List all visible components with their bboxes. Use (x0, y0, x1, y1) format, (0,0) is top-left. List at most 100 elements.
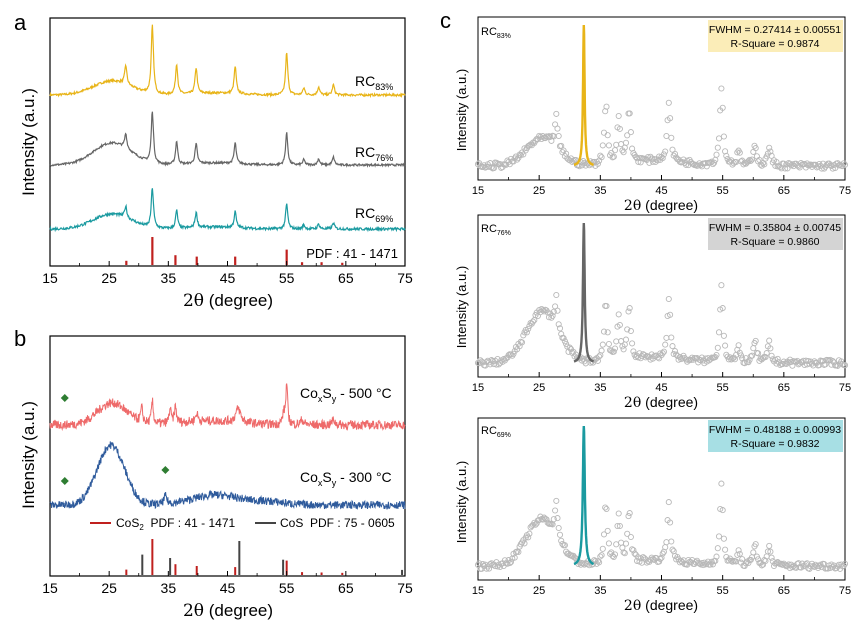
b-xtick-label: 35 (161, 580, 177, 596)
c2-raw-point (555, 321, 562, 328)
c3-raw-point (504, 560, 511, 567)
c1-raw-point (611, 147, 619, 154)
c2-raw-point (600, 328, 608, 335)
c1-raw-point (752, 145, 759, 152)
c3-raw-point (594, 558, 601, 565)
c2-raw-point (596, 353, 603, 360)
c1-raw-point (715, 135, 723, 142)
c3-xtick-label: 65 (778, 585, 790, 597)
c3-raw-point (631, 550, 638, 557)
c1-raw-point (714, 144, 721, 151)
c3-raw-point (521, 540, 528, 547)
a-xtick-label: 15 (42, 270, 58, 286)
panel-label-a: a (14, 10, 27, 35)
c3-raw-point (620, 549, 627, 556)
c1-raw-point (723, 152, 730, 159)
c1-raw-point (759, 160, 767, 167)
c3-raw-point (553, 497, 560, 504)
c2-raw-point (698, 354, 705, 361)
c2-raw-point (665, 295, 672, 303)
c3-raw-point (621, 550, 628, 557)
c3-raw-point (658, 554, 665, 561)
c3-raw-point (506, 560, 513, 567)
c3-raw-point (611, 551, 619, 558)
panel-c3: 15 25 35 45 55 65 75 (472, 417, 851, 597)
c2-raw-point (768, 352, 775, 359)
c1-raw-point (753, 153, 760, 160)
c3-raw-point (669, 546, 676, 553)
c3-raw-point (766, 542, 773, 549)
c1-fit-box (708, 20, 843, 52)
c2-raw-point (550, 308, 557, 315)
curve-rc69 (49, 188, 406, 233)
c2-raw-point (553, 291, 560, 299)
c1-raw-point (604, 132, 611, 139)
c3-raw-point (618, 539, 625, 546)
a-xtick-label: 45 (220, 270, 236, 286)
c2-raw-point (660, 348, 667, 355)
c3-raw-point (750, 549, 757, 556)
c2-raw-point (715, 329, 723, 336)
c2-raw-point (737, 352, 745, 359)
c2-raw-point (539, 307, 546, 314)
c1-raw-point (597, 152, 604, 159)
c1-raw-point (558, 142, 565, 149)
c2-raw-point (763, 350, 770, 357)
c1-raw-point (768, 152, 775, 159)
c2-raw-point (659, 350, 666, 357)
c3-raw-point (795, 560, 802, 567)
c2-xtick-label: 75 (839, 382, 851, 394)
label-coxsy-300: CoxSy - 300 °C (300, 469, 392, 488)
c1-raw-point (766, 144, 773, 151)
c3-xtick-label: 35 (594, 585, 606, 597)
c3-xtick-label: 25 (533, 585, 545, 597)
c3-raw-point (525, 534, 532, 541)
c3-raw-point (586, 562, 593, 569)
c2-raw-point (598, 347, 605, 354)
c3-raw-point (598, 552, 605, 559)
c2-raw-point (668, 334, 675, 341)
c1-raw-point (599, 142, 606, 149)
c3-raw-point (561, 542, 568, 549)
c2-raw-point (713, 351, 720, 359)
panel-b-xlabel: 2θ (degree) (183, 601, 273, 621)
c3-raw-point (668, 538, 675, 545)
c2-raw-point (625, 308, 632, 315)
c3-raw-point (662, 544, 669, 551)
c2-raw-point (774, 355, 781, 362)
panel-c-subplots: 15 25 35 45 55 65 75 15 25 35 45 55 65 75 15 25 35 45 55 65… (472, 16, 851, 597)
c2-rsquare: R-Square = 0.9860 (730, 236, 819, 248)
c2-fit-box (708, 218, 843, 250)
b-xtick-label: 25 (101, 580, 117, 596)
c1-raw-point (494, 160, 501, 167)
c3-raw-point (657, 555, 664, 563)
panel-a: 15 25 35 45 55 65 75 Intensity (a.u.) 2θ (degr… (19, 17, 413, 311)
peak-marker (60, 394, 69, 402)
c2-raw-point (762, 354, 769, 361)
c1-xtick-label: 45 (655, 185, 667, 197)
c2-raw-point (662, 341, 669, 348)
c3-raw-point (714, 545, 721, 552)
a-xtick-label: 65 (338, 270, 354, 286)
c1-raw-point (745, 158, 752, 165)
c1-raw-point (840, 160, 847, 167)
c3-raw-point (605, 540, 612, 547)
c3-raw-point (712, 557, 719, 564)
c2-xtick-label: 45 (655, 382, 667, 394)
b-xtick-label: 45 (220, 580, 236, 596)
c1-raw-point (671, 150, 679, 157)
c3-raw-point (615, 510, 622, 517)
c1-raw-point (555, 132, 562, 140)
c1-raw-point (610, 153, 617, 160)
c1-raw-point (746, 156, 753, 163)
c1-raw-point (736, 149, 743, 156)
c2-raw-point (507, 351, 515, 358)
c2-raw-point (610, 348, 617, 355)
c3-sample-label: RC69% (481, 425, 511, 439)
c1-raw-point (479, 163, 486, 170)
c2-raw-point (720, 332, 727, 339)
c3-raw-point (778, 560, 785, 567)
c1-raw-point (662, 148, 669, 155)
c1-raw-point (741, 159, 748, 166)
c3-raw-point (596, 559, 603, 566)
